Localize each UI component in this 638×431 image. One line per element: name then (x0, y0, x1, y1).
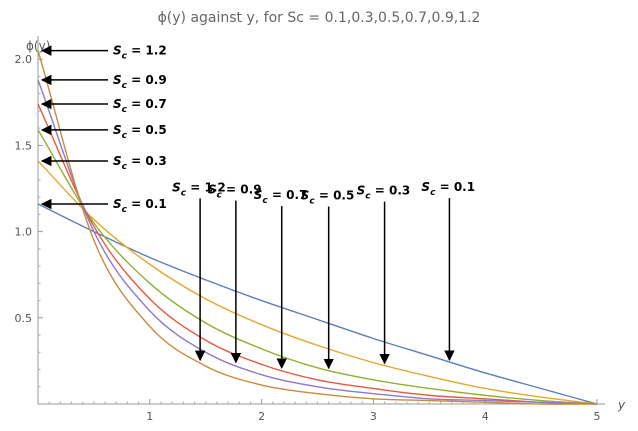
curve-annotation-5-text: Sc = 0.1 (421, 180, 475, 198)
series-line-4 (37, 79, 598, 405)
chart-title-text: ϕ(y) against y, for Sc = 0.1,0.3,0.5,0.7… (157, 10, 481, 26)
curve-annotation-2: Sc = 0.7 (254, 188, 308, 206)
y-tick-label: 1.0 (15, 226, 33, 239)
series-layer (37, 50, 598, 405)
x-tick-label: 1 (146, 410, 153, 423)
series-line-5 (37, 50, 598, 405)
x-tick-label: 3 (370, 410, 377, 423)
curve-annotation-4-text: Sc = 0.3 (357, 184, 411, 202)
y-tick-label: 2.0 (15, 53, 33, 66)
curve-annotation-2-text: Sc = 0.7 (254, 188, 308, 206)
curve-annotation-3-text: Sc = 0.5 (301, 188, 355, 206)
series-line-2 (37, 129, 598, 405)
chart-title: ϕ(y) against y, for Sc = 0.1,0.3,0.5,0.7… (0, 10, 638, 26)
curve-annotation-4: Sc = 0.3 (357, 184, 411, 202)
curve-annotation-0-text: Sc = 1.2 (172, 180, 226, 198)
left-annotation-3: Sc = 0.5 (113, 123, 167, 141)
curve-annotation-3: Sc = 0.5 (301, 188, 355, 206)
y-tick-label: 0.5 (15, 312, 33, 325)
series-line-1 (37, 160, 598, 405)
left-annotation-4-text: Sc = 0.3 (113, 154, 167, 172)
left-annotation-5-text: Sc = 0.1 (113, 197, 167, 215)
curve-annotation-1: Sc = 0.9 (208, 183, 262, 201)
curve-annotation-0: Sc = 1.2 (172, 180, 226, 198)
x-axis-label: y (617, 398, 626, 412)
y-tick-label: 1.5 (15, 139, 33, 152)
series-line-0 (37, 203, 598, 405)
axes: 1 2 3 4 50.51.01.52.0ϕ(y)y (15, 36, 626, 423)
annotation-layer: Sc = 1.2Sc = 0.9Sc = 0.7Sc = 0.5Sc = 0.3… (40, 44, 475, 370)
curve-annotation-5: Sc = 0.1 (421, 180, 475, 198)
left-annotation-2-text: Sc = 0.7 (113, 97, 167, 115)
left-annotation-1: Sc = 0.9 (113, 73, 167, 91)
left-annotation-0: Sc = 1.2 (113, 44, 167, 62)
left-annotation-2: Sc = 0.7 (113, 97, 167, 115)
x-tick-label: 4 (482, 410, 489, 423)
left-annotation-0-text: Sc = 1.2 (113, 44, 167, 62)
left-annotation-1-text: Sc = 0.9 (113, 73, 167, 91)
left-annotation-5: Sc = 0.1 (113, 197, 167, 215)
curve-annotation-1-text: Sc = 0.9 (208, 183, 262, 201)
left-annotation-3-text: Sc = 0.5 (113, 123, 167, 141)
x-tick-label: 2 (258, 410, 265, 423)
x-tick-label: 5 (594, 410, 601, 423)
series-line-3 (37, 103, 598, 405)
left-annotation-4: Sc = 0.3 (113, 154, 167, 172)
